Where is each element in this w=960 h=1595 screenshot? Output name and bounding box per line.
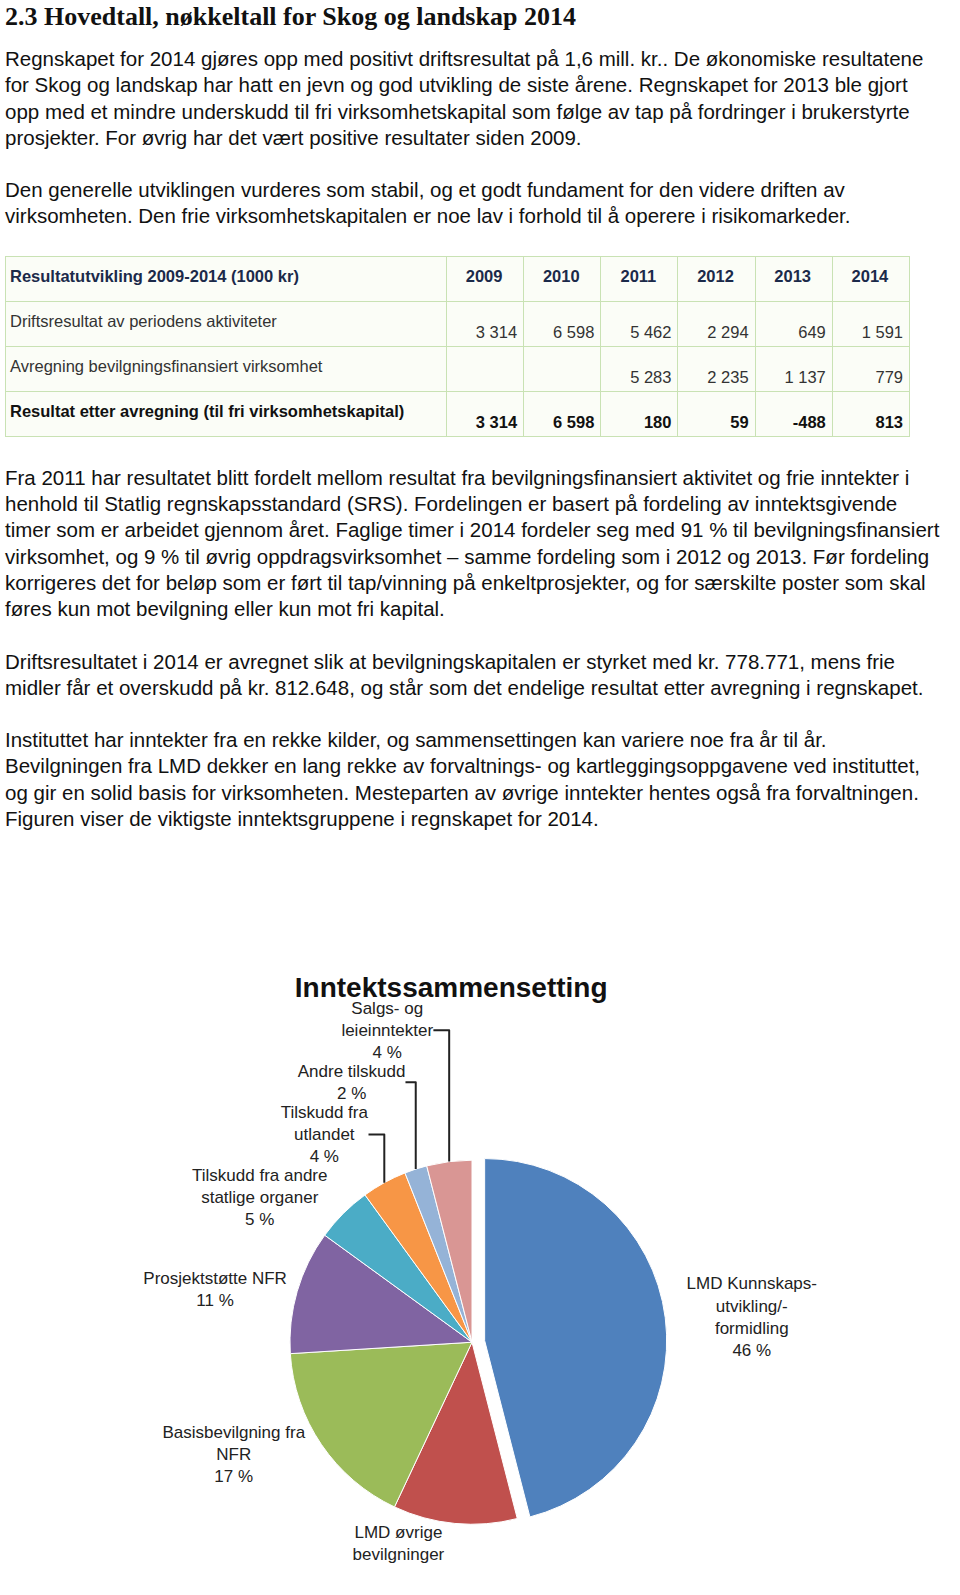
html-text:6 598: 6 598 (553, 322, 595, 341)
html-text:Driftsresultatet i 2014 er avr: Driftsresultatet i 2014 er avregnet slik… (5, 649, 924, 699)
html-text:2009: 2009 (465, 267, 503, 286)
html-text:Regnskapet for 2014 gjøres opp: Regnskapet for 2014 gjøres opp med posit… (5, 47, 924, 149)
html-text:649: 649 (798, 322, 826, 341)
html-text:1 591: 1 591 (861, 322, 903, 341)
html-text:2 294: 2 294 (707, 322, 749, 341)
svg-text:Tilskudd frautlandet4 %: Tilskudd frautlandet4 % (281, 1103, 369, 1166)
svg-text:Tilskudd fra andrestatlige org: Tilskudd fra andrestatlige organer5 % (192, 1166, 327, 1229)
html-text:Resultatutvikling 2009-2014 (1: Resultatutvikling 2009-2014 (1000 kr) (10, 267, 299, 286)
html-text:2010: 2010 (542, 267, 580, 286)
html-text:6 598: 6 598 (553, 412, 595, 431)
html-text:Resultat etter avregning (til: Resultat etter avregning (til fri virkso… (10, 402, 405, 421)
html-text:2013: 2013 (774, 267, 812, 286)
html-text:3 314: 3 314 (475, 322, 518, 341)
html-text:1 137: 1 137 (784, 367, 826, 386)
html-text:2012: 2012 (697, 267, 734, 286)
html-text:Avregning bevilgningsfinansier: Avregning bevilgningsfinansiert virksomh… (10, 357, 323, 376)
svg-text:Prosjektstøtte NFR11 %: Prosjektstøtte NFR11 % (143, 1269, 287, 1310)
html-text:Instituttet har inntekter fra: Instituttet har inntekter fra en rekke k… (5, 728, 921, 830)
svg-text:LMD øvrigebevilgninger: LMD øvrigebevilgninger (353, 1523, 445, 1564)
html-text:5 462: 5 462 (630, 322, 672, 341)
html-text:Fra 2011 har resultatet blitt: Fra 2011 har resultatet blitt fordelt me… (5, 465, 940, 621)
html-text:-488: -488 (792, 412, 826, 431)
svg-text:Inntektssammensetting: Inntektssammensetting (295, 972, 608, 1003)
html-text:Driftsresultat av periodens ak: Driftsresultat av periodens aktiviteter (10, 312, 277, 331)
html-text:779: 779 (875, 367, 903, 386)
html-text:3 314: 3 314 (475, 412, 518, 431)
html-text:59: 59 (730, 412, 749, 431)
html-text:2014: 2014 (851, 267, 889, 286)
html-text:180: 180 (643, 412, 672, 431)
svg-text:LMD Kunnskaps-utvikling/-formi: LMD Kunnskaps-utvikling/-formidling46 % (687, 1274, 817, 1359)
svg-text:Basisbevilgning fraNFR17 %: Basisbevilgning fraNFR17 % (162, 1423, 305, 1486)
html-text:2011: 2011 (620, 267, 657, 286)
html-text:Den generelle utviklingen vurd: Den generelle utviklingen vurderes som s… (5, 178, 851, 228)
html-text:2.3 Hovedtall, nøkkeltall for: 2.3 Hovedtall, nøkkeltall for Skog og la… (5, 2, 576, 31)
svg-text:Salgs- ogleieinntekter4 %: Salgs- ogleieinntekter4 % (341, 999, 433, 1062)
html-text:2 235: 2 235 (707, 367, 749, 386)
html-text:813: 813 (875, 412, 903, 431)
svg-text:Andre tilskudd2 %: Andre tilskudd2 % (298, 1062, 406, 1103)
html-text:5 283: 5 283 (630, 367, 672, 386)
